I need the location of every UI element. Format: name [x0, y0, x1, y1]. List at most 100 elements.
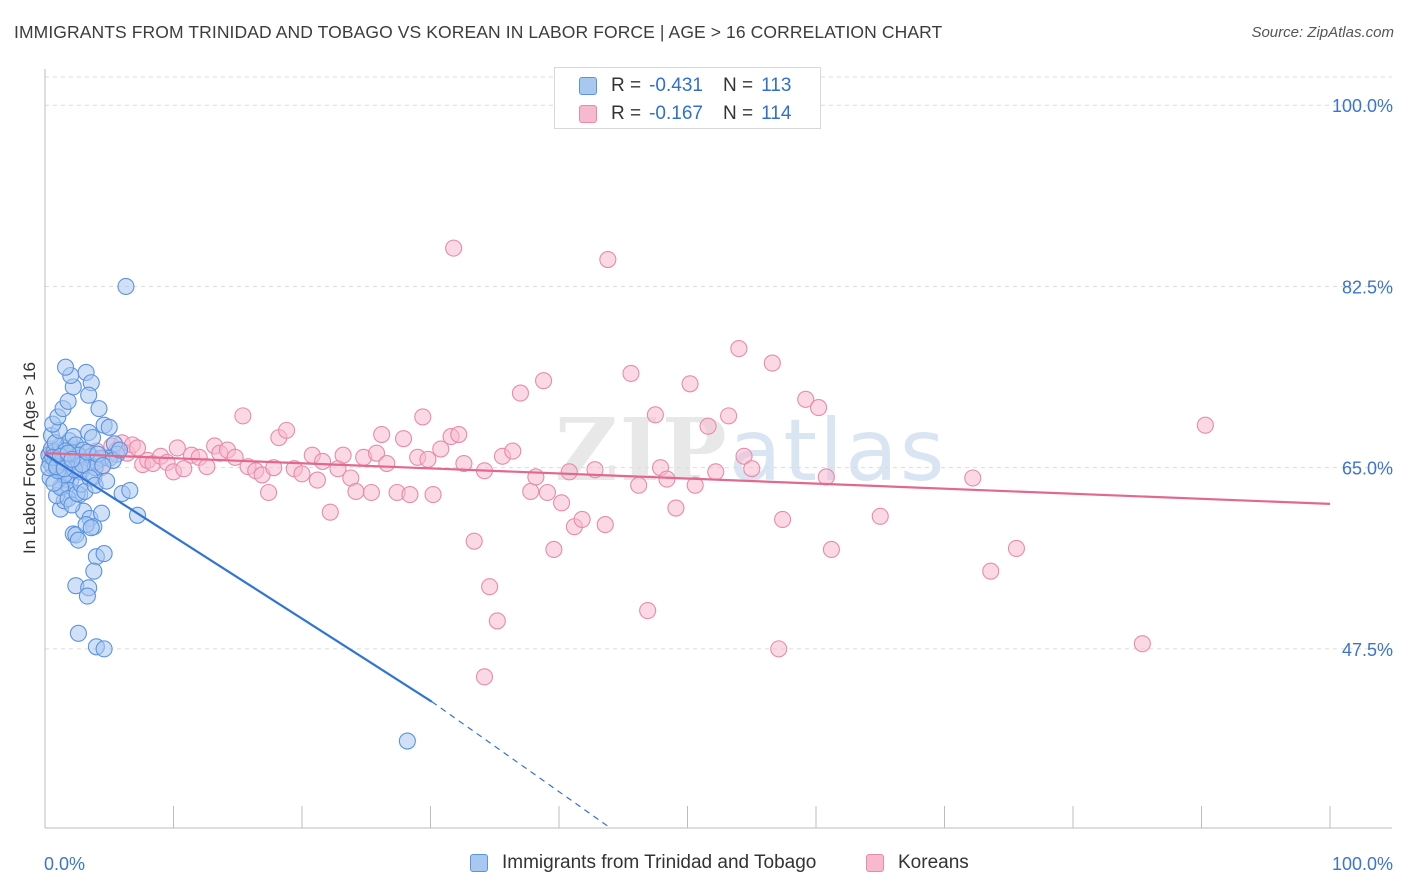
korean-point: [774, 510, 792, 528]
trinidad-point: [98, 472, 116, 490]
korean-point: [362, 483, 380, 502]
y-tick-label: 100.0%: [1332, 96, 1393, 116]
korean-point: [982, 562, 1000, 580]
korean-point: [596, 516, 614, 534]
korean-point: [686, 476, 704, 494]
korean-point: [622, 364, 640, 382]
korean-point: [743, 460, 761, 478]
source-label: Source: ZipAtlas.com: [1251, 24, 1394, 41]
korean-point: [699, 417, 717, 435]
korean-point: [455, 454, 473, 473]
trinidad-point: [57, 358, 75, 376]
trinidad-point: [95, 545, 113, 563]
korean-point: [401, 486, 419, 504]
trinidad-point: [100, 418, 118, 436]
series-legend-trinidad: Immigrants from Trinidad and Tobago: [470, 852, 816, 874]
korean-point: [321, 503, 339, 521]
korean-point: [265, 459, 283, 477]
trinidad-point: [121, 481, 139, 499]
trinidad-point: [82, 519, 100, 537]
korean-point: [681, 375, 699, 393]
trinidad-point: [69, 531, 87, 549]
korean-point: [810, 399, 828, 417]
legend-r-label: R =: [611, 103, 642, 124]
korean-point: [797, 390, 815, 408]
korean-point: [314, 452, 332, 470]
korean-point: [394, 430, 413, 448]
korean-point: [293, 465, 311, 483]
trinidad-trend-line: [44, 453, 433, 703]
korean-point: [730, 340, 748, 358]
korean-point: [817, 468, 835, 486]
trinidad-point: [94, 457, 112, 475]
korean-point: [465, 532, 483, 550]
korean-point: [419, 450, 437, 468]
korean-point: [168, 439, 186, 457]
chart-title: IMMIGRANTS FROM TRINIDAD AND TOBAGO VS K…: [14, 22, 943, 42]
korean-point: [964, 469, 982, 487]
series-legend: Immigrants from Trinidad and Tobago Kore…: [0, 852, 1406, 878]
series-swatch-pink: [866, 854, 884, 872]
korean-point: [175, 460, 193, 478]
korean-point: [545, 540, 563, 559]
korean-point: [260, 483, 278, 502]
legend-n-label: N =: [722, 75, 754, 96]
korean-point: [630, 476, 648, 494]
legend-swatch-pink: [579, 105, 597, 123]
korean-point: [1007, 539, 1026, 557]
y-tick-label: 82.5%: [1342, 277, 1393, 297]
korean-point: [822, 540, 840, 559]
correlation-legend: R = -0.431 N = 113 R = -0.167 N = 114: [554, 67, 821, 129]
korean-point: [1133, 635, 1151, 653]
korean-point: [308, 471, 326, 489]
korean-point: [378, 454, 396, 473]
korean-point: [198, 458, 216, 476]
korean-point: [450, 425, 468, 444]
legend-r-label: R =: [611, 75, 642, 96]
legend-n-label: N =: [722, 103, 754, 124]
trinidad-point: [398, 732, 416, 750]
korean-point: [646, 406, 664, 424]
korean-point: [432, 440, 450, 458]
korean-point: [735, 447, 753, 465]
korean-point: [234, 407, 252, 425]
korean-point: [424, 486, 442, 504]
x-tick-label: 100.0%: [1332, 854, 1393, 874]
korean-point: [763, 354, 781, 372]
korean-point: [658, 470, 676, 488]
korean-point: [334, 446, 352, 464]
korean-point: [445, 239, 463, 257]
korean-point: [770, 640, 788, 658]
trinidad-point: [78, 587, 96, 605]
korean-point: [504, 442, 522, 460]
korean-point: [511, 384, 530, 402]
korean-point: [522, 482, 540, 501]
legend-r-value: -0.431: [649, 75, 703, 96]
korean-point: [278, 421, 296, 439]
y-tick-label: 65.0%: [1342, 459, 1393, 479]
trinidad-point: [92, 504, 111, 522]
trinidad-point: [110, 441, 129, 459]
korean-trend-line: [44, 452, 1331, 505]
korean-point: [573, 510, 591, 528]
korean-point: [639, 602, 657, 620]
korean-point: [475, 668, 494, 686]
trinidad-point: [69, 624, 87, 642]
korean-point: [488, 612, 506, 630]
legend-row-koreans: R = -0.167 N = 114: [579, 101, 791, 127]
legend-swatch-blue: [579, 77, 597, 95]
legend-row-trinidad: R = -0.431 N = 113: [579, 73, 791, 99]
trinidad-point: [83, 429, 102, 447]
trinidad-point: [95, 640, 113, 658]
x-tick-label: 0.0%: [44, 854, 85, 874]
trinidad-point: [80, 386, 98, 404]
series-legend-koreans: Koreans: [866, 852, 969, 874]
legend-n-value: 113: [761, 75, 792, 96]
korean-point: [707, 463, 725, 481]
trinidad-point: [85, 562, 103, 580]
korean-point: [414, 408, 432, 426]
legend-r-value: -0.167: [649, 103, 703, 124]
korean-point: [538, 483, 556, 502]
series-legend-label: Immigrants from Trinidad and Tobago: [502, 852, 817, 873]
